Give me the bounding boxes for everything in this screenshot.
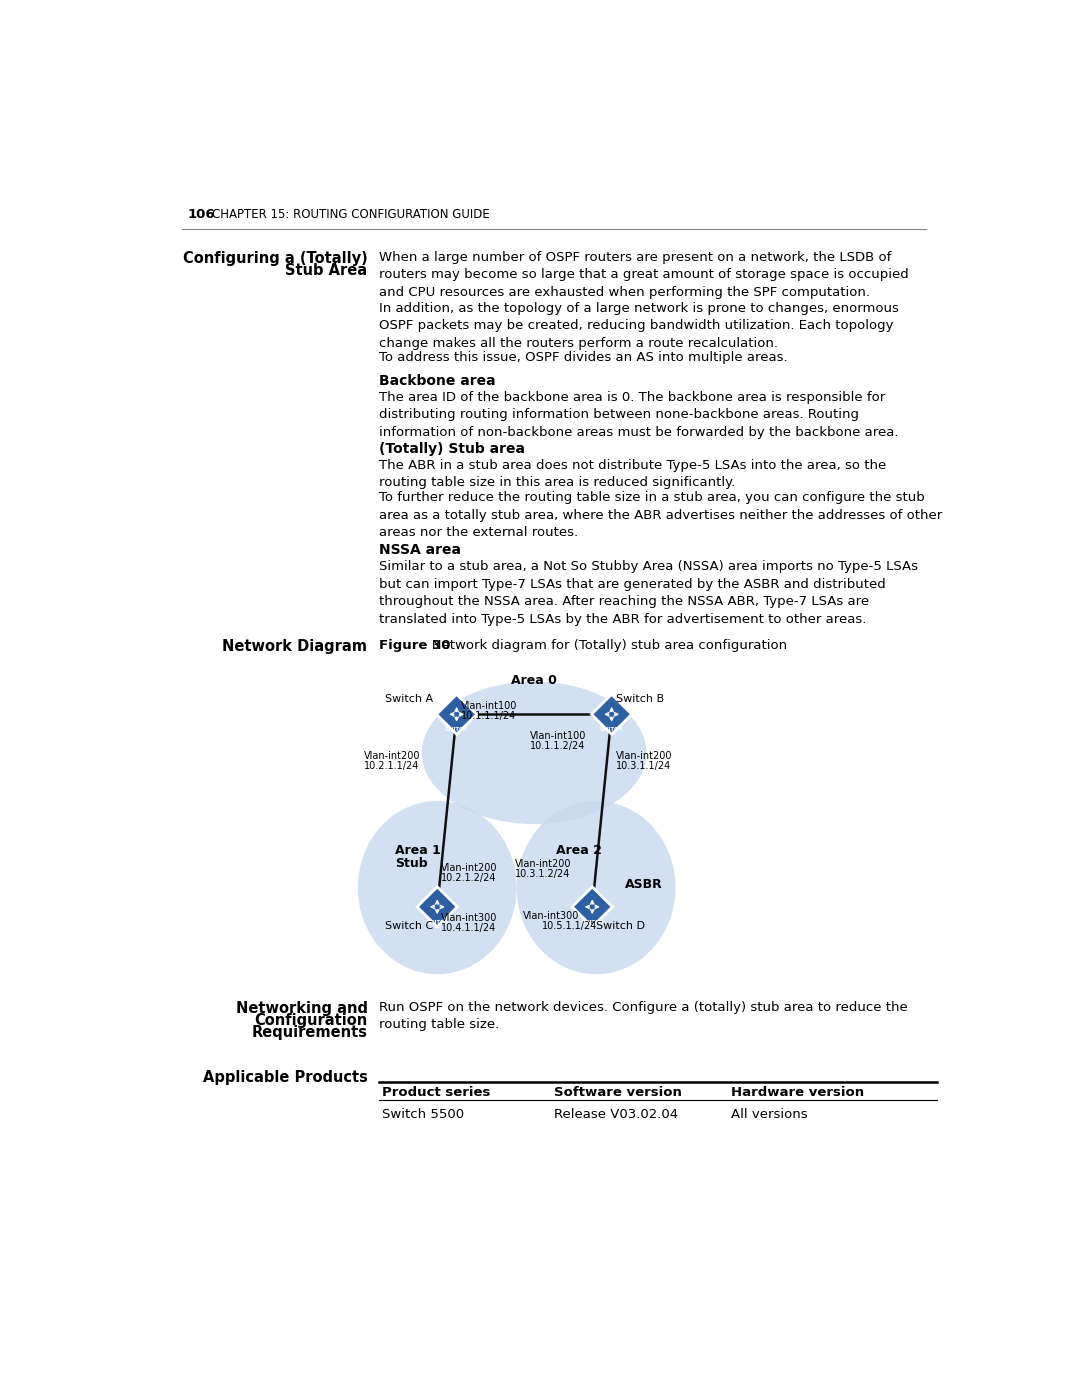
Text: Vlan-int200: Vlan-int200 (616, 750, 672, 760)
Text: Switch A: Switch A (386, 693, 433, 704)
Text: Configuration: Configuration (254, 1013, 367, 1028)
Text: Vlan-int300: Vlan-int300 (523, 911, 579, 921)
Text: 106: 106 (188, 208, 215, 221)
Text: Network diagram for (Totally) stub area configuration: Network diagram for (Totally) stub area … (419, 638, 787, 652)
Text: Switch D: Switch D (596, 921, 645, 930)
Text: The ABR in a stub area does not distribute Type-5 LSAs into the area, so the
rou: The ABR in a stub area does not distribu… (379, 458, 887, 489)
Text: 10.5.1.1/24: 10.5.1.1/24 (542, 921, 597, 930)
Text: SWITCH: SWITCH (581, 919, 604, 925)
Ellipse shape (516, 800, 676, 974)
Polygon shape (592, 694, 632, 735)
Text: Applicable Products: Applicable Products (203, 1070, 367, 1085)
Text: Area 2: Area 2 (556, 844, 602, 856)
Text: When a large number of OSPF routers are present on a network, the LSDB of
router: When a large number of OSPF routers are … (379, 251, 909, 299)
Polygon shape (572, 887, 612, 926)
Text: Network Diagram: Network Diagram (222, 638, 367, 654)
Text: 10.3.1.1/24: 10.3.1.1/24 (616, 760, 671, 771)
Text: 10.4.1.1/24: 10.4.1.1/24 (441, 923, 497, 933)
Text: 10.1.1.2/24: 10.1.1.2/24 (530, 742, 585, 752)
Text: (Totally) Stub area: (Totally) Stub area (379, 441, 525, 455)
Text: SWITCH: SWITCH (426, 919, 449, 925)
Text: To further reduce the routing table size in a stub area, you can configure the s: To further reduce the routing table size… (379, 490, 943, 539)
Text: ASBR: ASBR (625, 877, 662, 890)
Ellipse shape (422, 682, 647, 824)
Text: Release V03.02.04: Release V03.02.04 (554, 1108, 678, 1120)
Text: CHAPTER 15: ROUTING CONFIGURATION GUIDE: CHAPTER 15: ROUTING CONFIGURATION GUIDE (213, 208, 490, 221)
Text: Vlan-int200: Vlan-int200 (515, 859, 571, 869)
Text: To address this issue, OSPF divides an AS into multiple areas.: To address this issue, OSPF divides an A… (379, 351, 787, 363)
Text: Vlan-int100: Vlan-int100 (461, 701, 517, 711)
Text: Software version: Software version (554, 1087, 683, 1099)
Text: Backbone area: Backbone area (379, 374, 496, 388)
Text: Stub Area: Stub Area (285, 263, 367, 278)
Text: SWITCH: SWITCH (445, 728, 469, 732)
Text: In addition, as the topology of a large network is prone to changes, enormous
OS: In addition, as the topology of a large … (379, 302, 899, 349)
Text: NSSA area: NSSA area (379, 543, 461, 557)
Text: Vlan-int100: Vlan-int100 (530, 731, 586, 742)
Text: SWITCH: SWITCH (600, 728, 623, 732)
Text: Vlan-int200: Vlan-int200 (441, 863, 498, 873)
Text: Product series: Product series (382, 1087, 490, 1099)
Text: Run OSPF on the network devices. Configure a (totally) stub area to reduce the
r: Run OSPF on the network devices. Configu… (379, 1000, 908, 1031)
Text: Configuring a (Totally): Configuring a (Totally) (183, 251, 367, 265)
Text: Vlan-int200: Vlan-int200 (364, 750, 420, 760)
Text: Switch C: Switch C (386, 921, 433, 930)
Text: 10.2.1.1/24: 10.2.1.1/24 (364, 760, 419, 771)
Polygon shape (417, 887, 458, 926)
Text: Networking and: Networking and (235, 1000, 367, 1016)
Text: All versions: All versions (731, 1108, 808, 1120)
Polygon shape (436, 694, 476, 735)
Ellipse shape (357, 800, 516, 974)
Text: Vlan-int300: Vlan-int300 (441, 914, 498, 923)
Text: The area ID of the backbone area is 0. The backbone area is responsible for
dist: The area ID of the backbone area is 0. T… (379, 391, 899, 439)
Text: 10.3.1.2/24: 10.3.1.2/24 (515, 869, 570, 879)
Text: Switch 5500: Switch 5500 (382, 1108, 464, 1120)
Text: Stub: Stub (395, 856, 428, 870)
Text: Area 0: Area 0 (511, 673, 557, 686)
Text: Figure 30: Figure 30 (379, 638, 450, 652)
Text: Similar to a stub area, a Not So Stubby Area (NSSA) area imports no Type-5 LSAs
: Similar to a stub area, a Not So Stubby … (379, 560, 918, 626)
Text: Requirements: Requirements (252, 1025, 367, 1041)
Text: Switch B: Switch B (616, 693, 663, 704)
Text: Hardware version: Hardware version (731, 1087, 864, 1099)
Text: 10.1.1.1/24: 10.1.1.1/24 (461, 711, 516, 721)
Text: 10.2.1.2/24: 10.2.1.2/24 (441, 873, 497, 883)
Text: Area 1: Area 1 (395, 844, 442, 856)
